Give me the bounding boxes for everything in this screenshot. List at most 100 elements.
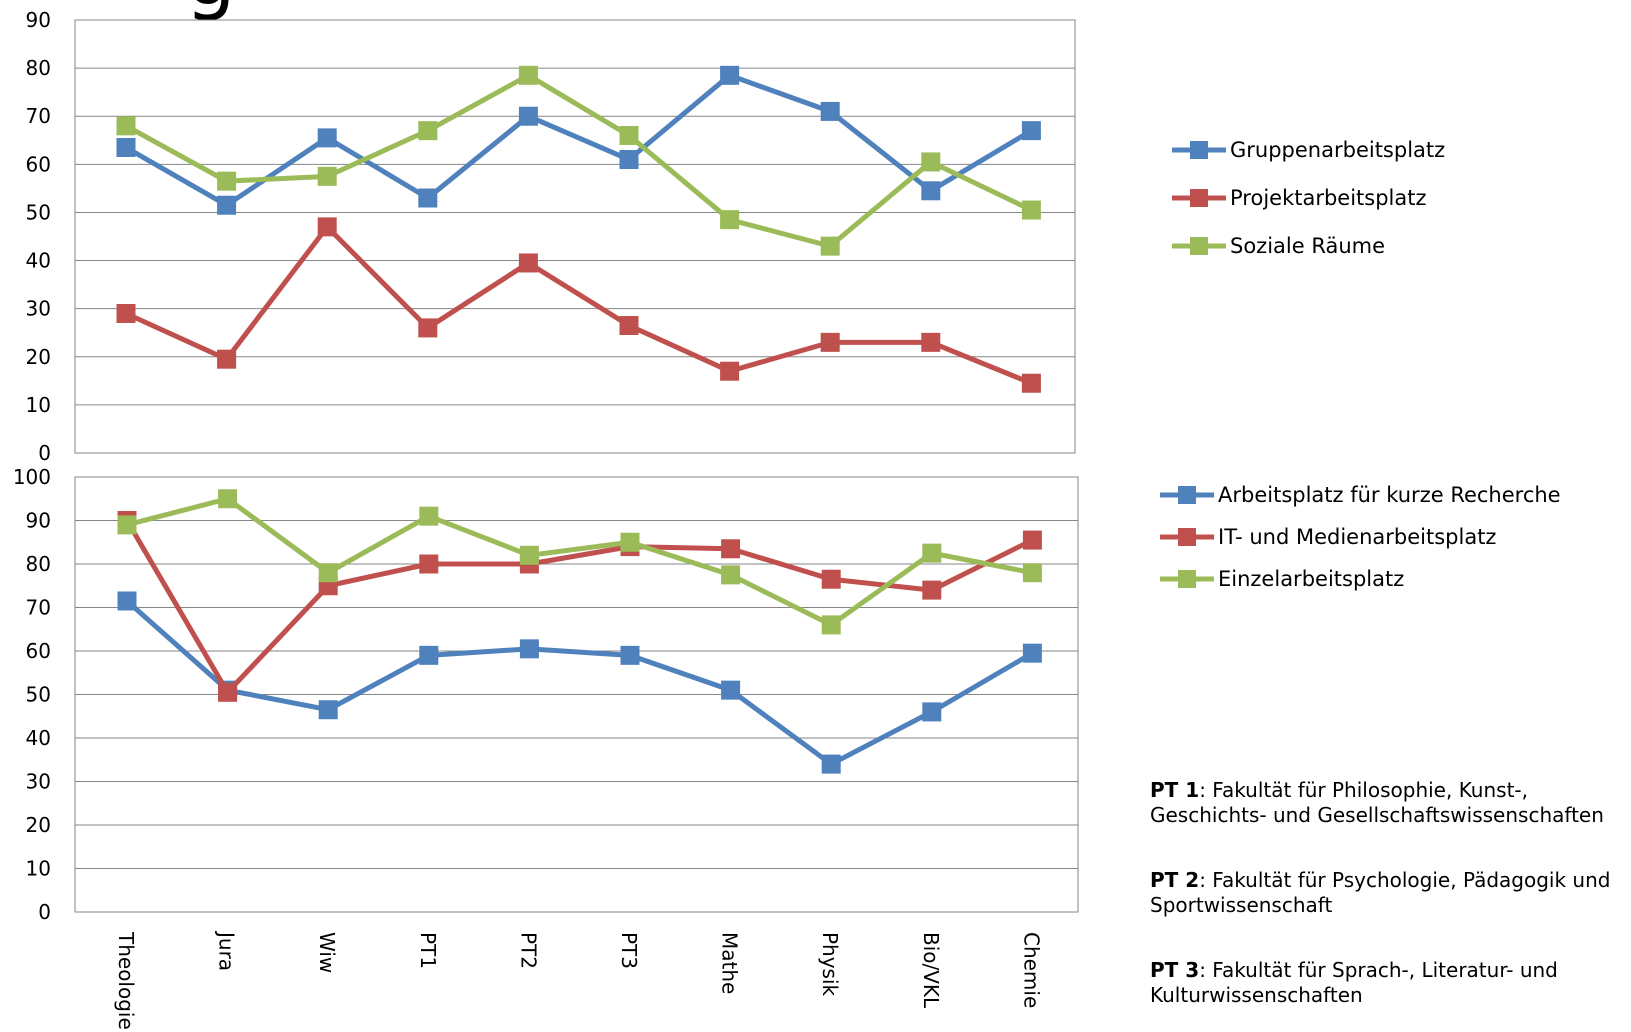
marker-einzelarbeitsplatz-wiw bbox=[318, 563, 338, 583]
marker-einzelarbeitsplatz-bio-vkl bbox=[922, 543, 942, 563]
legend-label-einzelarbeitsplatz: Einzelarbeitsplatz bbox=[1218, 567, 1404, 591]
series-line-projektarbeitsplatz bbox=[124, 224, 1033, 386]
x-tick-label-pt1: PT1 bbox=[416, 932, 440, 969]
marker-einzelarbeitsplatz-pt3 bbox=[620, 532, 640, 552]
series-line-it-und-medienarbeitsplatz bbox=[124, 519, 1034, 695]
legend-label-projektarbeitsplatz: Projektarbeitsplatz bbox=[1230, 186, 1427, 210]
note-pt1-key: PT 1 bbox=[1150, 778, 1200, 802]
y-tick-label-1-30: 30 bbox=[26, 297, 51, 321]
marker-projektarbeitsplatz-pt1 bbox=[418, 318, 438, 338]
marker-soziale-r-ume-wiw bbox=[317, 166, 337, 186]
x-tick-label-wiw: Wiw bbox=[315, 932, 339, 973]
marker-gruppenarbeitsplatz-physik bbox=[820, 101, 840, 121]
marker-arbeitsplatz-f-r-kurze-recherche-bio-vkl bbox=[922, 702, 942, 722]
legend-marker-projektarbeitsplatz bbox=[1190, 189, 1208, 207]
marker-it-und-medienarbeitsplatz-chemie bbox=[1022, 530, 1042, 550]
marker-arbeitsplatz-f-r-kurze-recherche-physik bbox=[821, 754, 841, 774]
marker-projektarbeitsplatz-bio-vkl bbox=[921, 332, 941, 352]
marker-einzelarbeitsplatz-pt1 bbox=[419, 506, 439, 526]
marker-projektarbeitsplatz-pt3 bbox=[619, 316, 639, 336]
marker-gruppenarbeitsplatz-pt2 bbox=[518, 106, 538, 126]
marker-soziale-r-ume-chemie bbox=[1021, 200, 1041, 220]
y-tick-label-2-20: 20 bbox=[26, 813, 51, 837]
y-tick-label-2-0: 0 bbox=[38, 900, 51, 924]
legend-marker-it-und-medienarbeitsplatz bbox=[1178, 528, 1196, 546]
note-pt2-key: PT 2 bbox=[1150, 868, 1200, 892]
marker-arbeitsplatz-f-r-kurze-recherche-pt2 bbox=[519, 639, 539, 659]
marker-einzelarbeitsplatz-chemie bbox=[1022, 563, 1042, 583]
marker-projektarbeitsplatz-wiw bbox=[317, 217, 337, 237]
y-tick-label-2-80: 80 bbox=[26, 552, 51, 576]
marker-soziale-r-ume-pt2 bbox=[518, 65, 538, 85]
marker-projektarbeitsplatz-physik bbox=[820, 332, 840, 352]
marker-it-und-medienarbeitsplatz-pt1 bbox=[419, 554, 439, 574]
y-tick-label-1-70: 70 bbox=[26, 104, 51, 128]
marker-einzelarbeitsplatz-physik bbox=[821, 615, 841, 635]
marker-soziale-r-ume-pt3 bbox=[619, 125, 639, 145]
x-tick-label-pt2: PT2 bbox=[516, 932, 540, 969]
marker-einzelarbeitsplatz-jura bbox=[218, 489, 238, 509]
marker-soziale-r-ume-jura bbox=[217, 171, 237, 191]
y-tick-label-1-10: 10 bbox=[26, 393, 51, 417]
y-tick-label-1-40: 40 bbox=[26, 249, 51, 273]
marker-arbeitsplatz-f-r-kurze-recherche-wiw bbox=[318, 700, 338, 720]
marker-soziale-r-ume-bio-vkl bbox=[921, 152, 941, 172]
marker-it-und-medienarbeitsplatz-mathe bbox=[721, 539, 741, 559]
marker-soziale-r-ume-mathe bbox=[720, 210, 740, 230]
marker-arbeitsplatz-f-r-kurze-recherche-pt1 bbox=[419, 645, 439, 665]
plot-area-1 bbox=[74, 19, 1076, 454]
series-line-gruppenarbeitsplatz bbox=[124, 72, 1033, 208]
marker-it-und-medienarbeitsplatz-bio-vkl bbox=[922, 580, 942, 600]
note-pt1-text: : Fakultät für Philosophie, Kunst-, Gesc… bbox=[1150, 778, 1604, 827]
marker-gruppenarbeitsplatz-mathe bbox=[720, 65, 740, 85]
marker-gruppenarbeitsplatz-wiw bbox=[317, 128, 337, 148]
y-tick-label-2-70: 70 bbox=[26, 596, 51, 620]
y-tick-label-2-100: 100 bbox=[13, 465, 51, 489]
y-tick-label-1-20: 20 bbox=[26, 345, 51, 369]
x-tick-label-theologie: Theologie bbox=[114, 931, 138, 1030]
legend-marker-gruppenarbeitsplatz bbox=[1190, 141, 1208, 159]
series-line-arbeitsplatz-f-r-kurze-recherche bbox=[125, 599, 1034, 767]
marker-arbeitsplatz-f-r-kurze-recherche-pt3 bbox=[620, 645, 640, 665]
legend-label-soziale-r-ume: Soziale Räume bbox=[1230, 234, 1385, 258]
x-tick-label-chemie: Chemie bbox=[1019, 932, 1043, 1008]
y-tick-label-2-60: 60 bbox=[26, 639, 51, 663]
note-pt2-text: : Fakultät für Psychologie, Pädagogik un… bbox=[1150, 868, 1611, 917]
legend-marker-arbeitsplatz-f-r-kurze-recherche bbox=[1178, 486, 1196, 504]
marker-gruppenarbeitsplatz-pt1 bbox=[418, 188, 438, 208]
marker-gruppenarbeitsplatz-jura bbox=[217, 195, 237, 215]
y-tick-label-2-50: 50 bbox=[26, 683, 51, 707]
legend-label-arbeitsplatz-f-r-kurze-recherche: Arbeitsplatz für kurze Recherche bbox=[1218, 483, 1561, 507]
legend-label-it-und-medienarbeitsplatz: IT- und Medienarbeitsplatz bbox=[1218, 525, 1496, 549]
y-tick-label-1-0: 0 bbox=[38, 441, 51, 465]
y-tick-label-1-90: 90 bbox=[26, 8, 51, 32]
marker-soziale-r-ume-physik bbox=[820, 236, 840, 256]
marker-arbeitsplatz-f-r-kurze-recherche-theologie bbox=[117, 591, 137, 611]
marker-soziale-r-ume-pt1 bbox=[418, 121, 438, 141]
y-tick-label-1-80: 80 bbox=[26, 56, 51, 80]
marker-einzelarbeitsplatz-mathe bbox=[721, 565, 741, 585]
note-pt2: PT 2: Fakultät für Psychologie, Pädagogi… bbox=[1150, 868, 1620, 918]
legend-label-gruppenarbeitsplatz: Gruppenarbeitsplatz bbox=[1230, 138, 1445, 162]
marker-projektarbeitsplatz-pt2 bbox=[518, 253, 538, 273]
y-tick-label-2-40: 40 bbox=[26, 726, 51, 750]
marker-arbeitsplatz-f-r-kurze-recherche-mathe bbox=[721, 680, 741, 700]
legend-marker-soziale-r-ume bbox=[1190, 237, 1208, 255]
y-tick-label-1-60: 60 bbox=[26, 152, 51, 176]
x-tick-label-jura: Jura bbox=[215, 930, 239, 971]
marker-einzelarbeitsplatz-theologie bbox=[117, 515, 137, 535]
marker-einzelarbeitsplatz-pt2 bbox=[519, 545, 539, 565]
series-line-einzelarbeitsplatz bbox=[126, 496, 1033, 628]
marker-projektarbeitsplatz-jura bbox=[217, 349, 237, 369]
y-tick-label-2-30: 30 bbox=[26, 770, 51, 794]
marker-gruppenarbeitsplatz-pt3 bbox=[619, 150, 639, 170]
x-tick-label-pt3: PT3 bbox=[617, 932, 641, 969]
note-pt1: PT 1: Fakultät für Philosophie, Kunst-, … bbox=[1150, 778, 1620, 828]
marker-projektarbeitsplatz-mathe bbox=[720, 361, 740, 381]
note-pt3: PT 3: Fakultät für Sprach-, Literatur- u… bbox=[1150, 958, 1620, 1008]
x-tick-label-physik: Physik bbox=[818, 932, 842, 997]
marker-projektarbeitsplatz-theologie bbox=[116, 303, 136, 323]
marker-gruppenarbeitsplatz-chemie bbox=[1021, 121, 1041, 141]
x-tick-label-bio-vkl: Bio/VKL bbox=[919, 932, 943, 1009]
